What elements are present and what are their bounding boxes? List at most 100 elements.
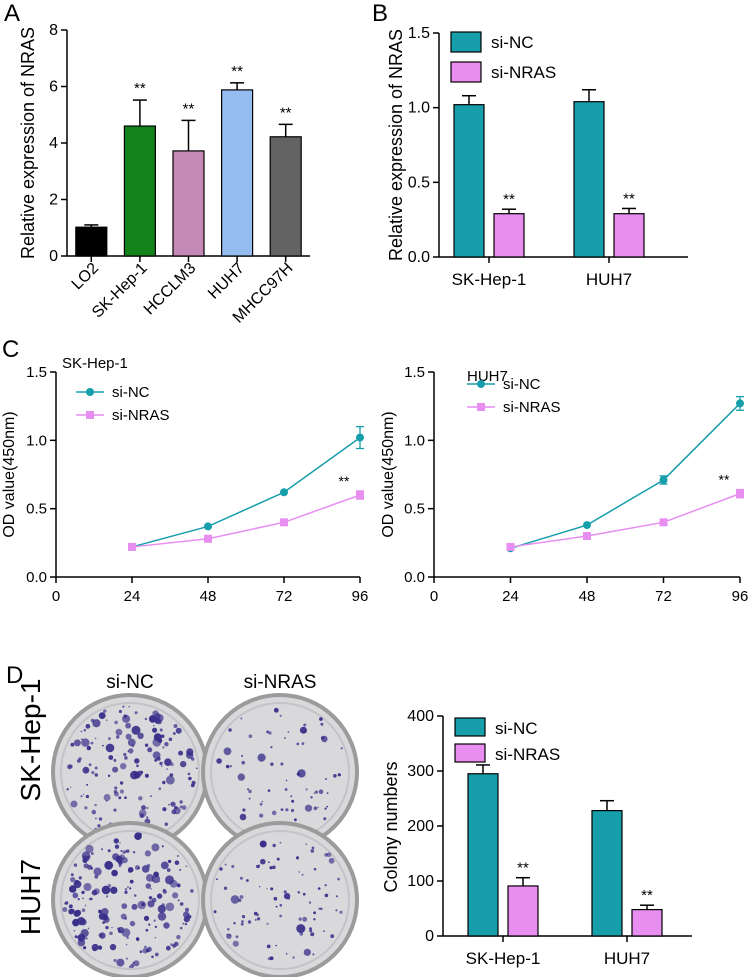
colony-spot xyxy=(132,962,135,964)
colony-spot xyxy=(186,748,194,756)
colony-spot xyxy=(90,741,94,745)
colony-spot xyxy=(113,808,117,812)
colony-spot xyxy=(284,737,286,739)
colony-spot xyxy=(273,896,278,901)
chart-c1-x-tick-label: 72 xyxy=(276,588,293,605)
chart-b-x-tick-label: HUH7 xyxy=(586,270,632,289)
chart-c2-legend-label-si-nras: si-NRAS xyxy=(503,399,561,416)
colony-spot xyxy=(112,766,119,773)
colony-spot xyxy=(107,884,111,888)
colony-spot xyxy=(130,770,139,780)
colony-spot xyxy=(290,808,295,813)
colony-spot xyxy=(160,861,169,870)
colony-spot xyxy=(148,923,151,926)
colony-spot xyxy=(213,910,217,914)
chart-c1-point-si-nras xyxy=(204,534,212,543)
colony-spot xyxy=(169,774,172,776)
colony-spot xyxy=(297,891,301,894)
colony-spot xyxy=(72,918,80,927)
chart-c2-legend-label-si-nc: si-NC xyxy=(503,376,541,393)
colony-spot xyxy=(225,764,230,769)
colony-spot xyxy=(166,763,169,766)
colony-spot xyxy=(161,734,165,738)
colony-spot xyxy=(164,822,168,826)
colony-spot xyxy=(275,905,278,908)
chart-c2-x-tick-label: 24 xyxy=(502,588,519,605)
chart-a-y-axis-label: Relative expression of NRAS xyxy=(18,27,38,259)
chart-b-significance: ** xyxy=(623,190,635,207)
colony-spot xyxy=(237,773,245,781)
colony-spot xyxy=(114,720,118,725)
chart-c2-x-tick-label: 0 xyxy=(430,588,438,605)
chart-a-x-tick-label: LO2 xyxy=(69,260,102,293)
colony-spot xyxy=(113,758,117,762)
chart-a-y-tick-label: 4 xyxy=(49,135,58,152)
colony-spot xyxy=(114,844,120,849)
chart-d-significance: ** xyxy=(641,887,653,904)
colony-spot xyxy=(188,776,192,781)
colony-spot xyxy=(246,879,249,882)
colony-spot xyxy=(305,843,308,846)
colony-spot xyxy=(118,796,122,800)
chart-d-x-tick-label: SK-Hep-1 xyxy=(466,949,541,968)
colony-spot xyxy=(159,761,163,766)
chart-c1-point-si-nc xyxy=(356,433,364,442)
colony-spot xyxy=(165,945,171,951)
colony-spot xyxy=(266,944,271,949)
colony-spot xyxy=(81,738,90,747)
colony-spot xyxy=(93,867,102,876)
chart-c2-title: HUH7 xyxy=(467,368,508,385)
chart-c2-y-tick-label: 1.0 xyxy=(404,432,425,449)
colony-spot xyxy=(73,739,81,747)
colony-spot xyxy=(70,873,74,877)
colony-spot xyxy=(267,957,271,961)
colony-spot xyxy=(124,756,128,760)
chart-d-y-tick-label: 0 xyxy=(425,928,434,945)
colony-spot xyxy=(279,714,282,717)
chart-a-significance: ** xyxy=(231,63,243,80)
chart-c1-y-axis-label: OD value(450nm) xyxy=(1,411,18,537)
colony-spot xyxy=(81,908,86,912)
colony-spot xyxy=(151,874,161,884)
colony-spot xyxy=(126,849,130,853)
colony-spot xyxy=(247,788,250,791)
colony-spot xyxy=(124,890,128,894)
colony-spot xyxy=(170,943,173,946)
chart-c1-y-tick-label: 0.0 xyxy=(26,569,47,586)
colony-spot xyxy=(125,943,128,946)
colony-spot xyxy=(66,788,69,791)
colony-spot xyxy=(324,893,329,898)
colony-spot xyxy=(223,886,228,890)
colony-spot xyxy=(73,863,78,867)
colony-spot xyxy=(270,746,273,749)
colony-spot xyxy=(154,759,158,762)
chart-c1-legend-label-si-nc: si-NC xyxy=(112,384,150,401)
chart-b-legend-swatch-si-nc xyxy=(450,31,482,53)
colony-spot xyxy=(134,865,140,871)
colony-spot xyxy=(151,955,154,959)
chart-d-legend-swatch-si-nras xyxy=(454,743,486,763)
colony-spot xyxy=(127,867,134,873)
colony-spot xyxy=(259,802,263,806)
colony-spot xyxy=(78,876,82,880)
colony-spot xyxy=(292,956,295,959)
colony-spot xyxy=(70,742,75,747)
colony-spot xyxy=(284,788,288,791)
colony-spot xyxy=(280,808,284,811)
colony-spot xyxy=(157,912,167,921)
colony-spot xyxy=(154,952,159,957)
colony-spot xyxy=(138,796,143,801)
chart-d-y-tick-label: 200 xyxy=(407,818,434,835)
chart-c2-x-tick-label: 96 xyxy=(732,588,749,605)
colony-spot xyxy=(303,723,307,727)
chart-d-bar-si-nc-sk-hep-1 xyxy=(467,773,499,937)
colony-spot xyxy=(105,743,115,753)
colony-spot xyxy=(153,725,155,727)
colony-spot xyxy=(127,738,136,747)
colony-spot xyxy=(309,929,313,933)
colony-spot xyxy=(267,789,271,792)
colony-spot xyxy=(87,927,90,930)
colony-spot xyxy=(233,922,236,925)
colony-spot xyxy=(179,800,183,804)
colony-spot xyxy=(165,902,175,912)
